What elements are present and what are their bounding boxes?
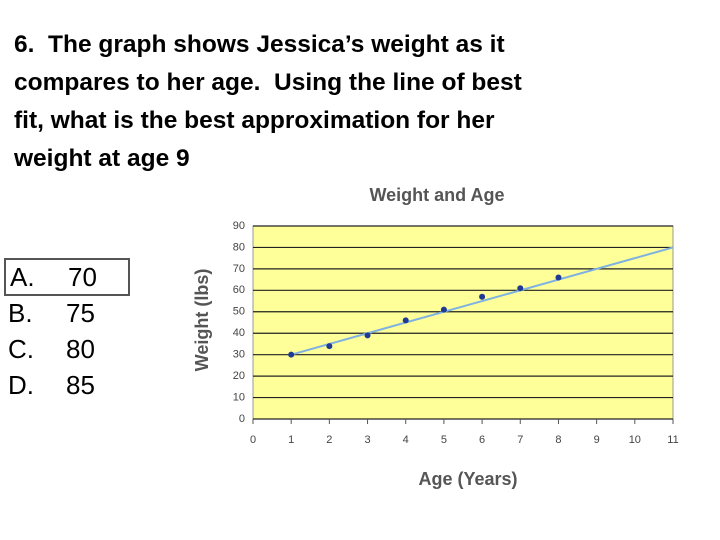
y-tick-label: 0 [239, 413, 245, 425]
y-tick-label: 30 [233, 349, 245, 361]
data-point [440, 306, 447, 313]
question-line: compares to her age. Using the line of b… [14, 69, 522, 96]
option-text: 80 [66, 334, 95, 364]
y-tick-label: 70 [233, 263, 245, 275]
option: D. 85 [4, 368, 95, 402]
y-tick-label: 10 [233, 391, 245, 403]
x-tick-label: 8 [555, 434, 561, 446]
data-point [402, 317, 409, 324]
y-axis-label: Weight (lbs) [192, 269, 212, 372]
x-tick-label: 4 [403, 434, 409, 446]
question-line: weight at age 9 [14, 145, 190, 172]
x-tick-label: 7 [517, 434, 523, 446]
question: 6. The graph shows Jessica’s weight as i… [14, 26, 522, 178]
x-axis-label: Age (Years) [418, 469, 517, 489]
option: B. 75 [4, 296, 95, 330]
x-tick-label: 5 [441, 434, 447, 446]
question-line: 6. The graph shows Jessica’s weight as i… [14, 31, 505, 58]
fit-line [290, 246, 674, 356]
data-point [479, 293, 486, 300]
data-point [326, 343, 333, 350]
x-tick-label: 6 [479, 434, 485, 446]
x-tick-label: 0 [250, 434, 256, 446]
y-tick-label: 80 [233, 241, 245, 253]
question-line: fit, what is the best approximation for … [14, 107, 495, 134]
option-letter: D. [8, 370, 34, 400]
chart-title: Weight and Age [370, 185, 505, 205]
option: C. 80 [4, 332, 95, 366]
data-point [555, 274, 562, 281]
y-tick-label: 90 [233, 220, 245, 232]
x-tick-label: 1 [288, 434, 294, 446]
x-tick-label: 11 [667, 434, 678, 446]
x-tick-label: 9 [594, 434, 600, 446]
plot-area [252, 225, 674, 420]
x-tick-label: 10 [629, 434, 641, 446]
y-tick-label: 20 [233, 370, 245, 382]
data-point [364, 332, 371, 339]
option-text: 75 [66, 298, 95, 328]
y-tick-label: 60 [233, 284, 245, 296]
option-letter: C. [8, 334, 34, 364]
option-letter: A. [10, 262, 35, 292]
option: A. 70 [4, 258, 130, 296]
data-point [517, 285, 524, 292]
option-text: 70 [68, 262, 97, 292]
option-letter: B. [8, 298, 33, 328]
y-tick-label: 40 [233, 327, 245, 339]
data-point [288, 351, 295, 358]
y-tick-label: 50 [233, 306, 245, 318]
x-tick-label: 3 [364, 434, 370, 446]
x-tick-label: 2 [326, 434, 332, 446]
option-text: 85 [66, 370, 95, 400]
